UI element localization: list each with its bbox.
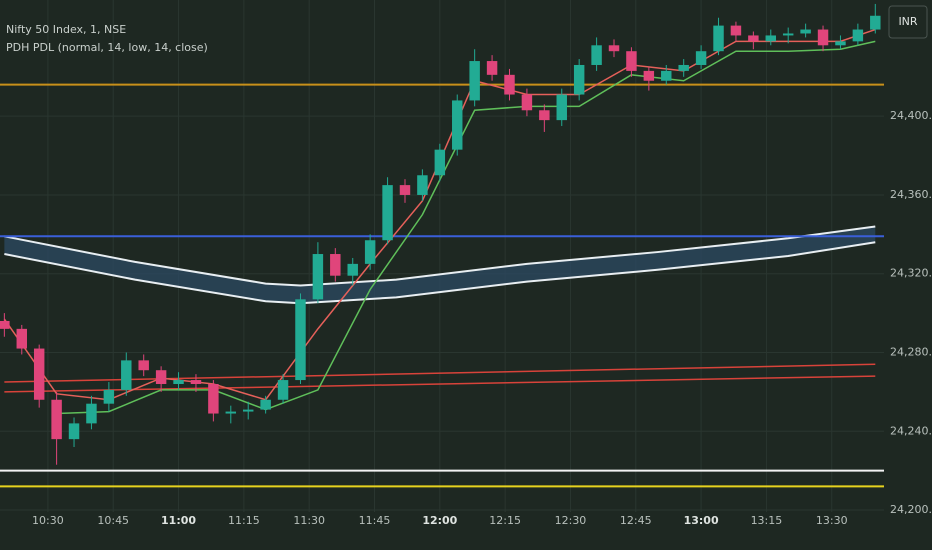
- candle-body: [16, 328, 27, 349]
- candle-body: [469, 61, 480, 101]
- x-tick-label: 12:30: [555, 514, 587, 527]
- indicator-line: [4, 363, 876, 383]
- candle-body: [573, 64, 585, 95]
- candle-body: [695, 51, 707, 65]
- candle-body: [260, 399, 271, 410]
- candle-body: [399, 185, 411, 195]
- candle-body: [103, 389, 115, 404]
- x-tick-label: 11:30: [293, 514, 325, 527]
- candle-body: [33, 348, 45, 400]
- band-upper: [4, 225, 876, 287]
- candle-body: [330, 254, 341, 276]
- candle-body: [748, 35, 759, 42]
- candle-body: [765, 35, 777, 42]
- x-tick-label: 10:30: [32, 514, 64, 527]
- x-tick-label: 13:00: [684, 514, 719, 527]
- candle-body: [504, 74, 515, 95]
- candle-body: [312, 254, 324, 300]
- candle-body: [295, 299, 306, 381]
- candle-body: [382, 185, 393, 241]
- y-tick-label: 24,360.00: [890, 188, 932, 201]
- candle-body: [835, 41, 846, 46]
- candle-body: [452, 100, 463, 150]
- candle-body: [242, 409, 254, 412]
- y-tick-label: 24,280.00: [890, 345, 932, 358]
- indicator-line: [4, 375, 876, 393]
- candle-body: [870, 15, 881, 30]
- candle-body: [434, 149, 446, 176]
- candle-body: [225, 411, 237, 414]
- x-tick-label: 12:45: [620, 514, 652, 527]
- candle-body: [417, 175, 428, 195]
- x-tick-label: 11:00: [161, 514, 196, 527]
- band-lower: [4, 241, 876, 305]
- plot: [0, 3, 884, 488]
- indicator-title: PDH PDL (normal, 14, low, 14, close): [6, 41, 208, 54]
- currency-button[interactable]: [888, 5, 928, 39]
- candle-body: [277, 380, 289, 400]
- candle-body: [155, 370, 167, 384]
- candle-body: [486, 61, 498, 75]
- candle-body: [730, 25, 742, 36]
- x-tick-label: 12:00: [422, 514, 457, 527]
- candle-body: [661, 70, 672, 81]
- candle-body: [68, 423, 80, 440]
- x-tick-label: 11:45: [359, 514, 391, 527]
- candle-body: [347, 263, 358, 276]
- candle-body: [591, 45, 602, 65]
- candle-body: [121, 360, 132, 390]
- candle-body: [713, 25, 724, 52]
- candle-body: [678, 64, 689, 71]
- symbol-title: Nifty 50 Index, 1, NSE: [6, 23, 126, 36]
- candle-body: [86, 403, 97, 424]
- indicator-line: [3, 28, 876, 401]
- candle-body: [51, 399, 62, 440]
- x-tick-label: 12:15: [489, 514, 521, 527]
- candle-body: [190, 380, 202, 384]
- candle-body: [539, 110, 550, 121]
- y-tick-label: 24,240.00: [890, 424, 932, 437]
- candle-body: [0, 320, 10, 329]
- x-tick-label: 13:15: [751, 514, 783, 527]
- band-fill: [4, 226, 876, 304]
- y-tick-label: 24,400.00: [890, 109, 932, 122]
- y-tick-label: 24,320.00: [890, 267, 932, 280]
- y-tick-label: 24,200.00: [890, 503, 932, 516]
- candle-body: [521, 94, 533, 111]
- candle-body: [643, 70, 655, 81]
- x-tick-label: 11:15: [228, 514, 260, 527]
- currency-label: INR: [898, 15, 917, 28]
- candle-body: [138, 360, 149, 371]
- x-tick-label: 13:30: [816, 514, 848, 527]
- x-tick-label: 10:45: [97, 514, 129, 527]
- candle-body: [626, 51, 637, 71]
- candle-body: [782, 33, 794, 36]
- candle-body: [173, 380, 184, 384]
- candle-body: [852, 29, 864, 42]
- candle-body: [364, 240, 376, 264]
- candle-body: [817, 29, 829, 46]
- candle-body: [556, 94, 567, 121]
- candle-body: [208, 384, 219, 414]
- candle-body: [800, 29, 811, 34]
- candle-body: [608, 45, 620, 52]
